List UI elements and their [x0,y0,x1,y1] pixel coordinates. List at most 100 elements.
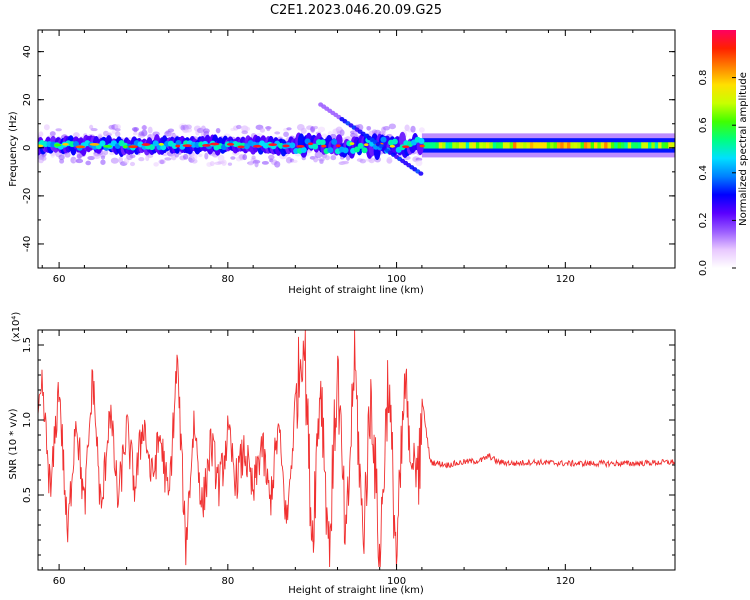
spectrogram-halo-cell [286,127,292,131]
spectrogram-hot-core [54,143,62,147]
spectrogram-halo-cell [317,126,326,133]
spectrogram-halo-cell [359,158,367,164]
spectrogram-panel: 60 80 100 120 -40 -20 0 20 40 Height of straigh… [8,29,676,296]
spectrogram-band-core [445,142,450,149]
spectrogram-halo-cell [198,153,203,158]
spectrogram-hot-core [335,144,341,148]
spectrogram-band-core [472,142,477,149]
x-tick-label: 100 [387,274,406,285]
spectrogram-band-core [523,142,527,149]
spectrogram-halo-cell [49,131,56,137]
spectrogram-blob-mid [319,139,326,146]
spectrogram-band-core [641,142,646,149]
y-tick-label: -20 [22,188,33,204]
y-tick-label: 0.5 [22,487,33,503]
y-tick-label: 0 [22,145,33,151]
spectrogram-band-core [661,142,666,149]
snr-series-line [38,330,675,568]
spectrogram-band-core [567,142,571,149]
spectrogram-halo-cell [105,132,113,136]
spectrogram-halo-cell [300,127,307,134]
spectrogram-blob-mid [160,144,167,151]
spectrogram-halo-cell [103,149,109,156]
spectrogram-hot-core [38,144,44,148]
spectrogram-halo-cell [75,158,84,164]
spectrogram-band-core [496,142,500,149]
spectrogram-diagonal-cell [418,171,424,176]
spectrogram-halo-cell [382,126,390,131]
spectrogram-blob-mid [391,138,398,145]
spectrogram-halo-cell [158,159,166,165]
colorbar-tick-label: 0.4 [698,165,709,181]
spectrogram-band-core [540,142,544,149]
spectrogram-halo-cell [339,129,345,136]
spectrogram-band-core [644,142,649,149]
spectrogram-band-core [442,142,446,149]
spectrogram-band-core [594,142,598,149]
spectrogram-halo-cell [55,128,62,132]
spectrogram-x-axis: 60 80 100 120 [41,30,634,285]
spectrogram-hot-core [123,145,128,149]
spectrogram-blob-mid [418,138,425,145]
spectrogram-halo-cell [368,157,375,164]
spectrogram-halo-cell [58,154,65,161]
spectrogram-blob-mid [148,144,155,151]
spectrogram-halo-cell [314,151,323,159]
spectrogram-band-core [563,142,568,149]
spectrogram-halo-cell [191,158,198,164]
spectrogram-blob-mid [342,147,349,154]
spectrogram-band-core [617,142,622,149]
spectrogram-halo-cell [227,162,233,166]
spectrogram-band-core [506,142,511,149]
spectrogram-band-core [634,142,639,149]
spectrogram-halo-cell [283,131,289,138]
spectrogram-halo-cell [292,159,298,164]
spectrogram-halo-cell [59,158,65,164]
spectrogram-hot-core [209,142,220,146]
spectrogram-band-core [550,142,554,149]
spectrogram-halo-cell [209,161,215,167]
spectrogram-hot-core [252,144,262,148]
spectrogram-halo-cell [330,155,337,161]
spectrogram-blob-mid [152,140,159,147]
y-tick-label: 20 [22,93,33,106]
spectrogram-band-core [438,142,443,149]
spectrogram-hot-core [237,145,245,149]
spectrogram-blob-mid [361,147,368,154]
spectrogram-halo-cell [167,128,175,133]
spectrogram-band-core [492,142,497,149]
spectrogram-blob-mid [175,139,182,146]
snr-scale-note: (x10⁴) [11,312,22,343]
spectrogram-halo-cell [129,154,136,159]
spectrogram-band-core [570,142,575,149]
spectrogram-halo-cell [97,133,103,138]
spectrogram-halo-cell [242,154,248,161]
colorbar-tick-label: 0.8 [698,70,709,86]
spectrogram-band-core [607,142,612,149]
spectrogram-hot-core [389,144,396,148]
spectrogram-halo-cell [100,159,106,165]
spectrogram-halo-cell [241,130,248,135]
spectrogram-band-core [425,142,430,149]
spectrogram-band-core [519,142,524,149]
spectrogram-hot-core [419,144,425,148]
spectrogram-band-core [475,142,480,149]
spectrogram-band-core [651,142,656,149]
spectrogram-halo-cell [204,152,209,160]
spectrogram-hot-core [75,145,86,149]
spectrogram-band-core [590,142,595,149]
snr-y-label: SNR (10 * v/v) [8,408,19,479]
y-tick-label: 40 [22,45,33,58]
spectrogram-halo-cell [261,160,269,165]
spectrogram-band-core [459,142,463,149]
spectrogram-blob-mid [289,142,296,149]
spectrogram-hot-core [402,145,410,149]
spectrogram-blob-mid [353,146,360,153]
spectrogram-halo-cell [221,159,227,166]
spectrogram-band-core [499,142,504,149]
spectrogram-halo-cell [43,124,50,131]
y-tick-label: 1.0 [22,412,33,428]
spectrogram-halo-cell [109,151,115,156]
spectrogram-band-core [664,142,669,149]
spectrogram-blob-mid [312,143,319,150]
